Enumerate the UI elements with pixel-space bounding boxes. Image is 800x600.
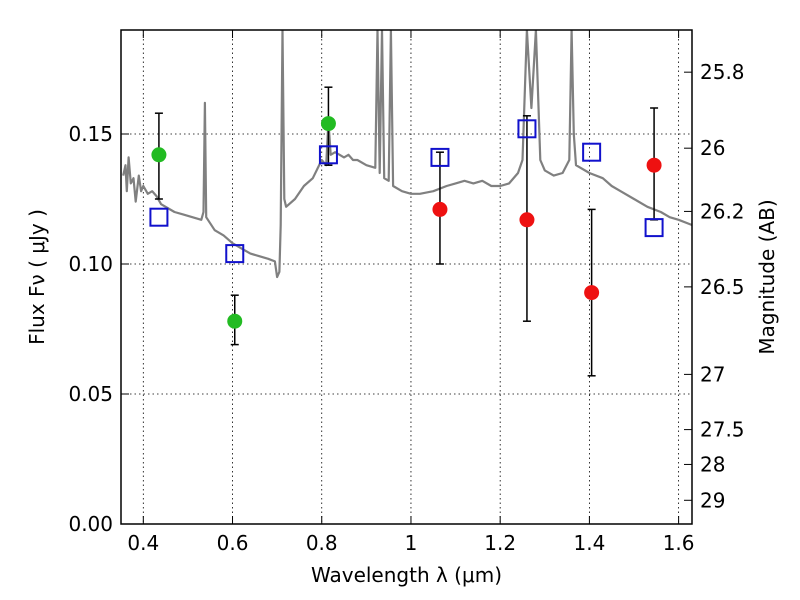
y-tick-label: 0.05 [68,382,113,406]
x-axis-label: Wavelength λ (μm) [311,563,502,587]
y-axis-magnitude: 25.8 26 26.2 26.5 27 27.5 28 29 [684,60,745,512]
magnitude-tick-label: 29 [700,488,725,512]
x-tick-label: 1.2 [484,531,516,555]
blue-model-square [582,142,602,162]
plot-area [122,30,692,377]
red-data-point [584,285,600,301]
x-tick-label: 0.8 [306,531,338,555]
y-axis-label: Flux Fν ( μJy ) [25,209,49,345]
blue-model-square [517,119,537,139]
magnitude-tick-label: 27 [700,362,725,386]
blue-model-square [430,147,450,167]
y-axis-flux: 0.00 0.05 0.10 0.15 [68,122,129,536]
magnitude-tick-label: 26 [700,136,725,160]
x-tick-label: 1.6 [663,531,695,555]
model-spectrum-line [122,30,692,279]
y-tick-label: 0.10 [68,252,113,276]
blue-model-square [149,207,169,227]
blue-model-square [318,145,338,165]
green-data-point [320,116,336,132]
red-data-point [519,212,535,228]
x-tick-label: 1 [405,531,418,555]
magnitude-tick-label: 25.8 [700,60,745,84]
magnitude-tick-label: 27.5 [700,418,745,442]
green-data-point [151,147,167,163]
magnitude-tick-label: 28 [700,452,725,476]
red-data-point [432,201,448,217]
x-axis: 0.4 0.6 0.8 1 1.2 1.4 1.6 [127,30,695,555]
y-tick-label: 0.00 [68,512,113,536]
plot-frame [120,29,693,525]
grid-lines [121,30,692,525]
blue-model-square [225,244,245,264]
blue-model-square [644,218,664,238]
magnitude-tick-label: 26.2 [700,199,745,223]
x-tick-label: 1.4 [573,531,605,555]
y-axis-right-label: Magnitude (AB) [755,199,779,354]
magnitude-tick-label: 26.5 [700,275,745,299]
x-tick-label: 0.4 [127,531,159,555]
green-data-point [227,313,243,329]
red-data-point [646,157,662,173]
y-tick-label: 0.15 [68,122,113,146]
x-tick-label: 0.6 [217,531,249,555]
